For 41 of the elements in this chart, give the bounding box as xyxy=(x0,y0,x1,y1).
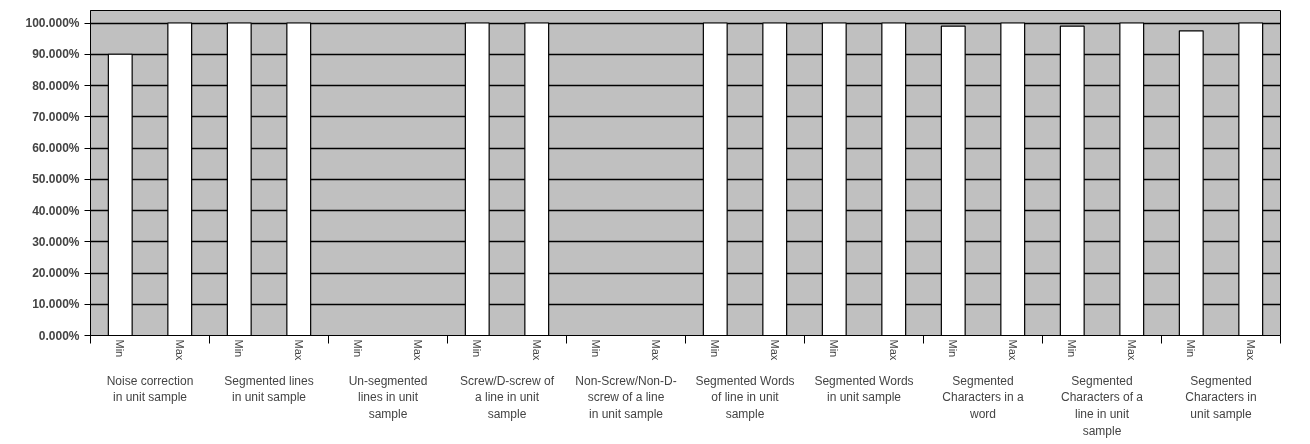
x-tick-label: Segmented Words of line in unit sample xyxy=(695,373,795,422)
y-tick-label: 70.000% xyxy=(32,109,80,124)
y-tick-label: 10.000% xyxy=(32,297,80,312)
text: Min xyxy=(233,339,246,358)
x-tick-label: Noise correction in unit sample xyxy=(106,373,194,405)
y-tick-label: 20.000% xyxy=(32,266,80,280)
text: Min xyxy=(709,339,722,358)
x-tick-label: Segmented lines in unit sample xyxy=(224,373,314,405)
text: Max xyxy=(1244,339,1257,361)
text: Max xyxy=(768,339,781,361)
y-tick-label: 80.000% xyxy=(32,78,80,93)
text: Min xyxy=(590,339,603,358)
y-tick-label: 0.000% xyxy=(38,328,80,343)
text: Max xyxy=(411,339,424,361)
y-tick-label: 30.000% xyxy=(32,234,80,249)
x-tick-label: Non-Screw/Non-D-screw of a line in unit sample xyxy=(575,373,677,422)
text: Max xyxy=(1125,339,1138,361)
y-tick-label: 90.000% xyxy=(32,47,80,62)
text: Max xyxy=(887,339,900,361)
x-tick-label: Segmented Characters of a line in unit sample xyxy=(1060,373,1144,438)
x-tick-label: Segmented Words in unit sample xyxy=(814,373,914,405)
text: Max xyxy=(292,339,305,361)
text: Min xyxy=(352,339,365,358)
x-tick-label: Segmented Characters in unit sample xyxy=(1185,373,1257,422)
y-tick-label: 50.000% xyxy=(32,172,80,187)
x-tick-label: Screw/D-screw of a line in unit sample xyxy=(459,373,555,422)
x-tick-label: Segmented Characters in a word xyxy=(942,373,1025,422)
text: Min xyxy=(471,339,484,358)
text: Min xyxy=(947,339,960,358)
text: Max xyxy=(1006,339,1019,361)
y-tick-label: 100.000% xyxy=(25,16,80,30)
x-tick-label: Un-segmented lines in unit sample xyxy=(348,373,428,422)
text: Max xyxy=(530,339,543,361)
y-tick-label: 60.000% xyxy=(32,141,80,155)
text: Max xyxy=(649,339,662,361)
text: Min xyxy=(114,339,127,358)
text: Min xyxy=(828,339,841,358)
text: Min xyxy=(1066,339,1079,358)
text: Min xyxy=(1185,339,1198,358)
y-tick-label: 40.000% xyxy=(32,203,80,218)
text: Max xyxy=(173,339,186,361)
